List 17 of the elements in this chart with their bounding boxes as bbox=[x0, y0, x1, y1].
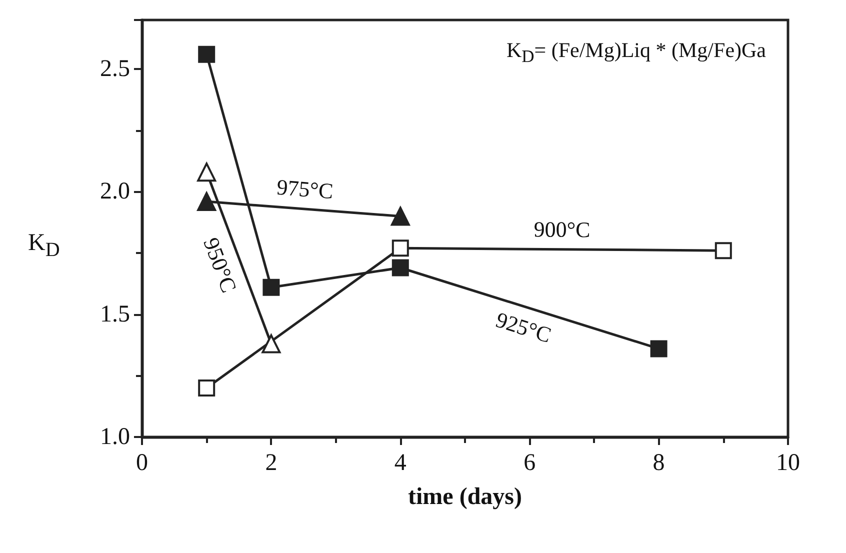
y-tick-label: 2.5 bbox=[100, 56, 130, 82]
x-tick-label: 10 bbox=[776, 450, 800, 476]
text: 950°C bbox=[198, 234, 242, 296]
x-tick-label: 2 bbox=[265, 450, 278, 476]
x-axis-title: time (days) bbox=[408, 484, 522, 510]
annotation: K$_{D}$= (Fe/Mg)Liq * (Mg/Fe)Ga bbox=[506, 38, 766, 68]
series-label: 900°C bbox=[534, 216, 590, 242]
x-tick-label: 4 bbox=[394, 450, 406, 476]
series-label: 975°C bbox=[276, 174, 334, 204]
x-tick-label: 6 bbox=[524, 450, 536, 476]
x-tick-label: 0 bbox=[136, 450, 148, 476]
x-tick-label: 8 bbox=[652, 450, 665, 476]
text: 925°C bbox=[492, 306, 554, 348]
y-tick-label: 1.5 bbox=[100, 301, 130, 328]
y-tick-label: 2.0 bbox=[100, 178, 130, 205]
y-tick-label: 1.0 bbox=[100, 424, 130, 450]
y-axis-title: K$_{D}$ bbox=[28, 230, 60, 262]
